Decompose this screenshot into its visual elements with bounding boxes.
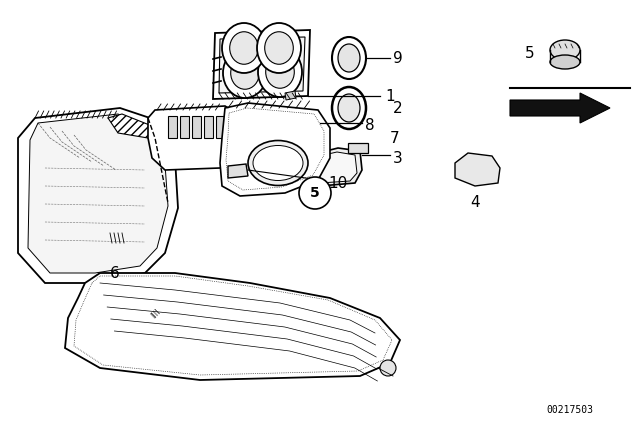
Bar xyxy=(180,116,189,138)
Polygon shape xyxy=(348,143,368,153)
Text: 10: 10 xyxy=(328,176,348,190)
Ellipse shape xyxy=(258,47,302,97)
Text: 7: 7 xyxy=(390,130,399,146)
Polygon shape xyxy=(228,164,248,178)
Text: 5: 5 xyxy=(525,46,534,60)
Text: 8: 8 xyxy=(365,117,374,133)
Ellipse shape xyxy=(265,32,293,64)
Bar xyxy=(216,116,225,138)
Text: 9: 9 xyxy=(393,51,403,65)
Circle shape xyxy=(299,177,331,209)
Bar xyxy=(204,116,213,138)
Circle shape xyxy=(380,360,396,376)
Text: ||||: |||| xyxy=(149,307,161,319)
Text: 3: 3 xyxy=(393,151,403,165)
Polygon shape xyxy=(148,106,248,170)
Text: 5: 5 xyxy=(310,186,320,200)
Ellipse shape xyxy=(266,56,294,88)
Ellipse shape xyxy=(230,32,259,64)
Polygon shape xyxy=(285,91,296,100)
Ellipse shape xyxy=(338,44,360,72)
Ellipse shape xyxy=(248,141,308,185)
Ellipse shape xyxy=(253,146,303,181)
Polygon shape xyxy=(307,148,362,186)
Polygon shape xyxy=(108,114,152,138)
Ellipse shape xyxy=(332,87,366,129)
Polygon shape xyxy=(28,114,168,273)
Ellipse shape xyxy=(550,55,580,69)
Ellipse shape xyxy=(223,48,267,98)
Polygon shape xyxy=(65,273,400,380)
Polygon shape xyxy=(219,37,305,93)
Polygon shape xyxy=(311,152,357,183)
Polygon shape xyxy=(510,93,610,123)
Text: 00217503: 00217503 xyxy=(547,405,593,415)
Text: 1: 1 xyxy=(385,89,395,103)
Ellipse shape xyxy=(222,23,266,73)
Text: 2: 2 xyxy=(393,100,403,116)
Bar xyxy=(192,116,201,138)
Polygon shape xyxy=(213,30,310,99)
Bar xyxy=(168,116,177,138)
Polygon shape xyxy=(455,153,500,186)
Ellipse shape xyxy=(257,23,301,73)
Polygon shape xyxy=(220,103,330,196)
Ellipse shape xyxy=(230,57,259,89)
Ellipse shape xyxy=(332,37,366,79)
Ellipse shape xyxy=(338,94,360,122)
Polygon shape xyxy=(18,108,178,283)
Ellipse shape xyxy=(550,40,580,60)
Text: 6: 6 xyxy=(110,266,120,280)
Text: 4: 4 xyxy=(470,194,480,210)
